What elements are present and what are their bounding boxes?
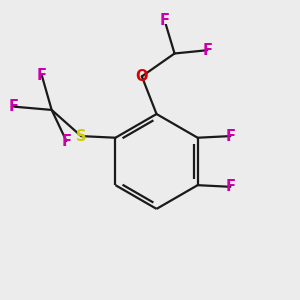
Text: S: S — [76, 129, 86, 144]
Text: F: F — [37, 68, 47, 83]
Text: F: F — [202, 43, 212, 58]
Text: F: F — [61, 134, 71, 148]
Text: F: F — [225, 129, 235, 144]
Text: O: O — [136, 69, 148, 84]
Text: F: F — [160, 13, 170, 28]
Text: F: F — [9, 99, 19, 114]
Text: F: F — [225, 179, 235, 194]
